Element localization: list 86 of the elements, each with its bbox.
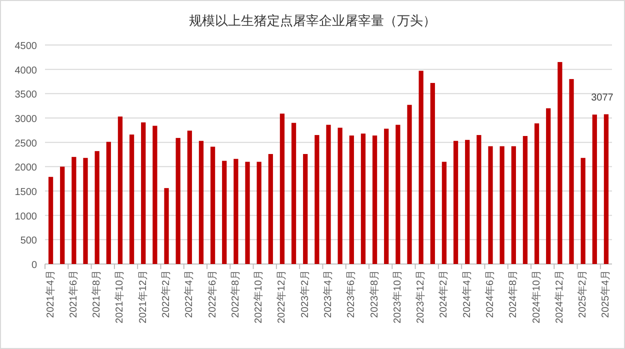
bar [592,114,597,264]
y-tick-label: 3500 [14,90,38,101]
bar [522,136,528,264]
bar [511,146,516,264]
data-label: 3077 [591,92,614,104]
bar [60,166,65,264]
x-tick-label: 2023年10月 [391,270,404,324]
bar [500,146,504,264]
bar [303,154,308,264]
bar [245,162,250,264]
y-tick-label: 1500 [14,187,38,198]
bar [569,79,574,264]
bar [465,140,470,264]
bar [558,62,562,264]
x-tick-label: 2024年6月 [484,270,496,318]
x-tick-label: 2024年4月 [460,270,473,318]
x-tick-label: 2022年2月 [160,270,172,318]
bar [384,128,389,264]
x-tick-label: 2024年2月 [438,270,450,318]
bar [106,142,111,264]
bar [210,146,216,264]
bar [83,158,88,264]
bar [118,116,123,264]
bar [488,146,493,264]
bar [129,134,134,264]
bar [314,135,320,264]
x-tick-label: 2023年6月 [345,270,358,318]
bar [396,124,400,264]
bar [152,126,158,264]
bar [349,136,354,264]
x-tick-label: 2021年8月 [90,270,103,318]
bar [453,140,458,264]
y-tick-label: 4000 [14,65,38,76]
y-tick-label: 3000 [14,114,38,125]
bar [604,114,609,264]
x-tick-label: 2023年8月 [368,270,380,318]
bar [442,162,447,264]
bar [256,162,262,264]
x-tick-label: 2024年10月 [530,270,542,324]
x-tick-label: 2021年4月 [44,270,56,318]
bar [268,154,273,264]
bar [72,156,76,264]
x-tick-label: 2021年12月 [136,270,149,324]
bar [141,122,146,264]
x-tick-label: 2022年6月 [206,270,218,318]
bar [476,135,482,264]
bar [326,124,331,264]
x-tick-label: 2023年2月 [298,270,311,318]
bar [534,123,540,264]
x-tick-label: 2023年12月 [414,270,427,324]
y-tick-label: 500 [20,236,38,247]
y-tick-label: 0 [31,260,38,271]
bar [176,138,180,264]
x-tick-label: 2021年6月 [67,270,80,318]
bar [198,140,204,264]
bar [430,82,435,264]
bar [94,151,100,264]
bar [187,130,192,264]
bar [338,128,342,264]
bar [164,188,169,264]
bar [418,70,424,264]
x-tick-label: 2024年12月 [553,270,566,324]
x-tick-label: 2023年4月 [322,270,334,318]
x-tick-label: 2025年4月 [600,270,612,318]
bar [372,136,378,264]
y-tick-label: 4500 [14,41,38,52]
y-tick-label: 1000 [14,211,38,222]
x-tick-label: 2022年4月 [183,270,196,318]
bar [280,114,285,264]
x-tick-label: 2021年10月 [114,270,126,324]
bar [48,176,54,264]
y-tick-label: 2500 [14,138,38,150]
bar [360,134,366,264]
x-tick-label: 2022年8月 [229,270,242,318]
bar [291,122,296,264]
x-tick-label: 2022年12月 [276,270,288,324]
chart-title: 规模以上生猪定点屠宰企业屠宰量（万头） [189,13,436,28]
bar [234,158,238,264]
bar [222,160,227,264]
bar [546,108,551,264]
x-tick-label: 2024年8月 [507,270,520,318]
bar [580,158,586,264]
x-tick-label: 2022年10月 [252,270,265,324]
y-tick-label: 2000 [14,162,38,174]
x-tick-label: 2025年2月 [576,270,589,318]
bar [407,104,412,264]
